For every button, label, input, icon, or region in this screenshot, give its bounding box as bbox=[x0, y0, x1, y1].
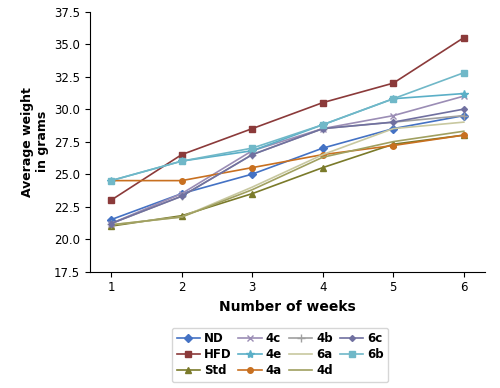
6a bbox=[390, 126, 396, 131]
Std bbox=[320, 165, 326, 170]
HFD bbox=[178, 152, 184, 157]
4d bbox=[249, 187, 255, 192]
6c bbox=[249, 152, 255, 157]
4a bbox=[178, 178, 184, 183]
6a bbox=[249, 185, 255, 189]
4e bbox=[249, 148, 255, 153]
Line: 6b: 6b bbox=[108, 70, 467, 184]
Line: 4d: 4d bbox=[111, 131, 464, 225]
ND bbox=[249, 172, 255, 177]
4e bbox=[461, 91, 467, 96]
4b bbox=[108, 221, 114, 226]
HFD bbox=[320, 100, 326, 105]
4e bbox=[178, 159, 184, 163]
4c bbox=[178, 191, 184, 196]
HFD bbox=[390, 81, 396, 85]
6c bbox=[461, 107, 467, 111]
Line: Std: Std bbox=[108, 132, 467, 229]
ND bbox=[390, 126, 396, 131]
4b bbox=[249, 152, 255, 157]
6b bbox=[178, 159, 184, 163]
Std bbox=[461, 133, 467, 137]
4c bbox=[249, 148, 255, 153]
ND bbox=[320, 146, 326, 151]
HFD bbox=[461, 35, 467, 40]
ND bbox=[461, 113, 467, 118]
6b bbox=[249, 146, 255, 151]
6b bbox=[390, 96, 396, 101]
Std bbox=[249, 191, 255, 196]
Std bbox=[390, 142, 396, 147]
Line: 4c: 4c bbox=[108, 93, 468, 227]
Line: ND: ND bbox=[108, 113, 467, 222]
6c bbox=[108, 221, 114, 226]
6b bbox=[320, 122, 326, 127]
X-axis label: Number of weeks: Number of weeks bbox=[219, 300, 356, 314]
4c bbox=[108, 221, 114, 226]
4b bbox=[178, 194, 184, 199]
4e bbox=[320, 122, 326, 127]
4b bbox=[390, 120, 396, 125]
4a bbox=[461, 133, 467, 137]
Line: 4a: 4a bbox=[108, 132, 467, 184]
Std bbox=[178, 213, 184, 218]
6a bbox=[320, 152, 326, 157]
4d bbox=[461, 129, 467, 133]
4c bbox=[320, 126, 326, 131]
6b bbox=[461, 70, 467, 75]
Line: HFD: HFD bbox=[108, 35, 467, 203]
Line: 4b: 4b bbox=[107, 111, 468, 228]
4a bbox=[390, 143, 396, 148]
4e bbox=[108, 178, 114, 183]
ND bbox=[178, 191, 184, 196]
4c bbox=[461, 94, 467, 99]
4a bbox=[320, 152, 326, 157]
6c bbox=[320, 126, 326, 131]
6b bbox=[108, 178, 114, 183]
6c bbox=[390, 120, 396, 125]
4d bbox=[178, 215, 184, 219]
4c bbox=[390, 113, 396, 118]
Std bbox=[108, 224, 114, 229]
Line: 4e: 4e bbox=[107, 89, 468, 185]
HFD bbox=[108, 198, 114, 203]
4b bbox=[461, 113, 467, 118]
Line: 6a: 6a bbox=[111, 122, 464, 225]
6a bbox=[108, 222, 114, 227]
Y-axis label: Average weight
in grams: Average weight in grams bbox=[20, 87, 48, 197]
Line: 6c: 6c bbox=[109, 107, 466, 225]
HFD bbox=[249, 126, 255, 131]
4d bbox=[108, 222, 114, 227]
4d bbox=[390, 139, 396, 144]
6a bbox=[178, 215, 184, 219]
Legend: ND, HFD, Std, 4c, 4e, 4a, 4b, 6a, 4d, 6c, 6b: ND, HFD, Std, 4c, 4e, 4a, 4b, 6a, 4d, 6c… bbox=[172, 328, 388, 382]
4a bbox=[108, 178, 114, 183]
4a bbox=[249, 165, 255, 170]
ND bbox=[108, 217, 114, 222]
6c bbox=[178, 194, 184, 199]
4b bbox=[320, 126, 326, 131]
4e bbox=[390, 96, 396, 101]
4d bbox=[320, 155, 326, 159]
6a bbox=[461, 120, 467, 125]
